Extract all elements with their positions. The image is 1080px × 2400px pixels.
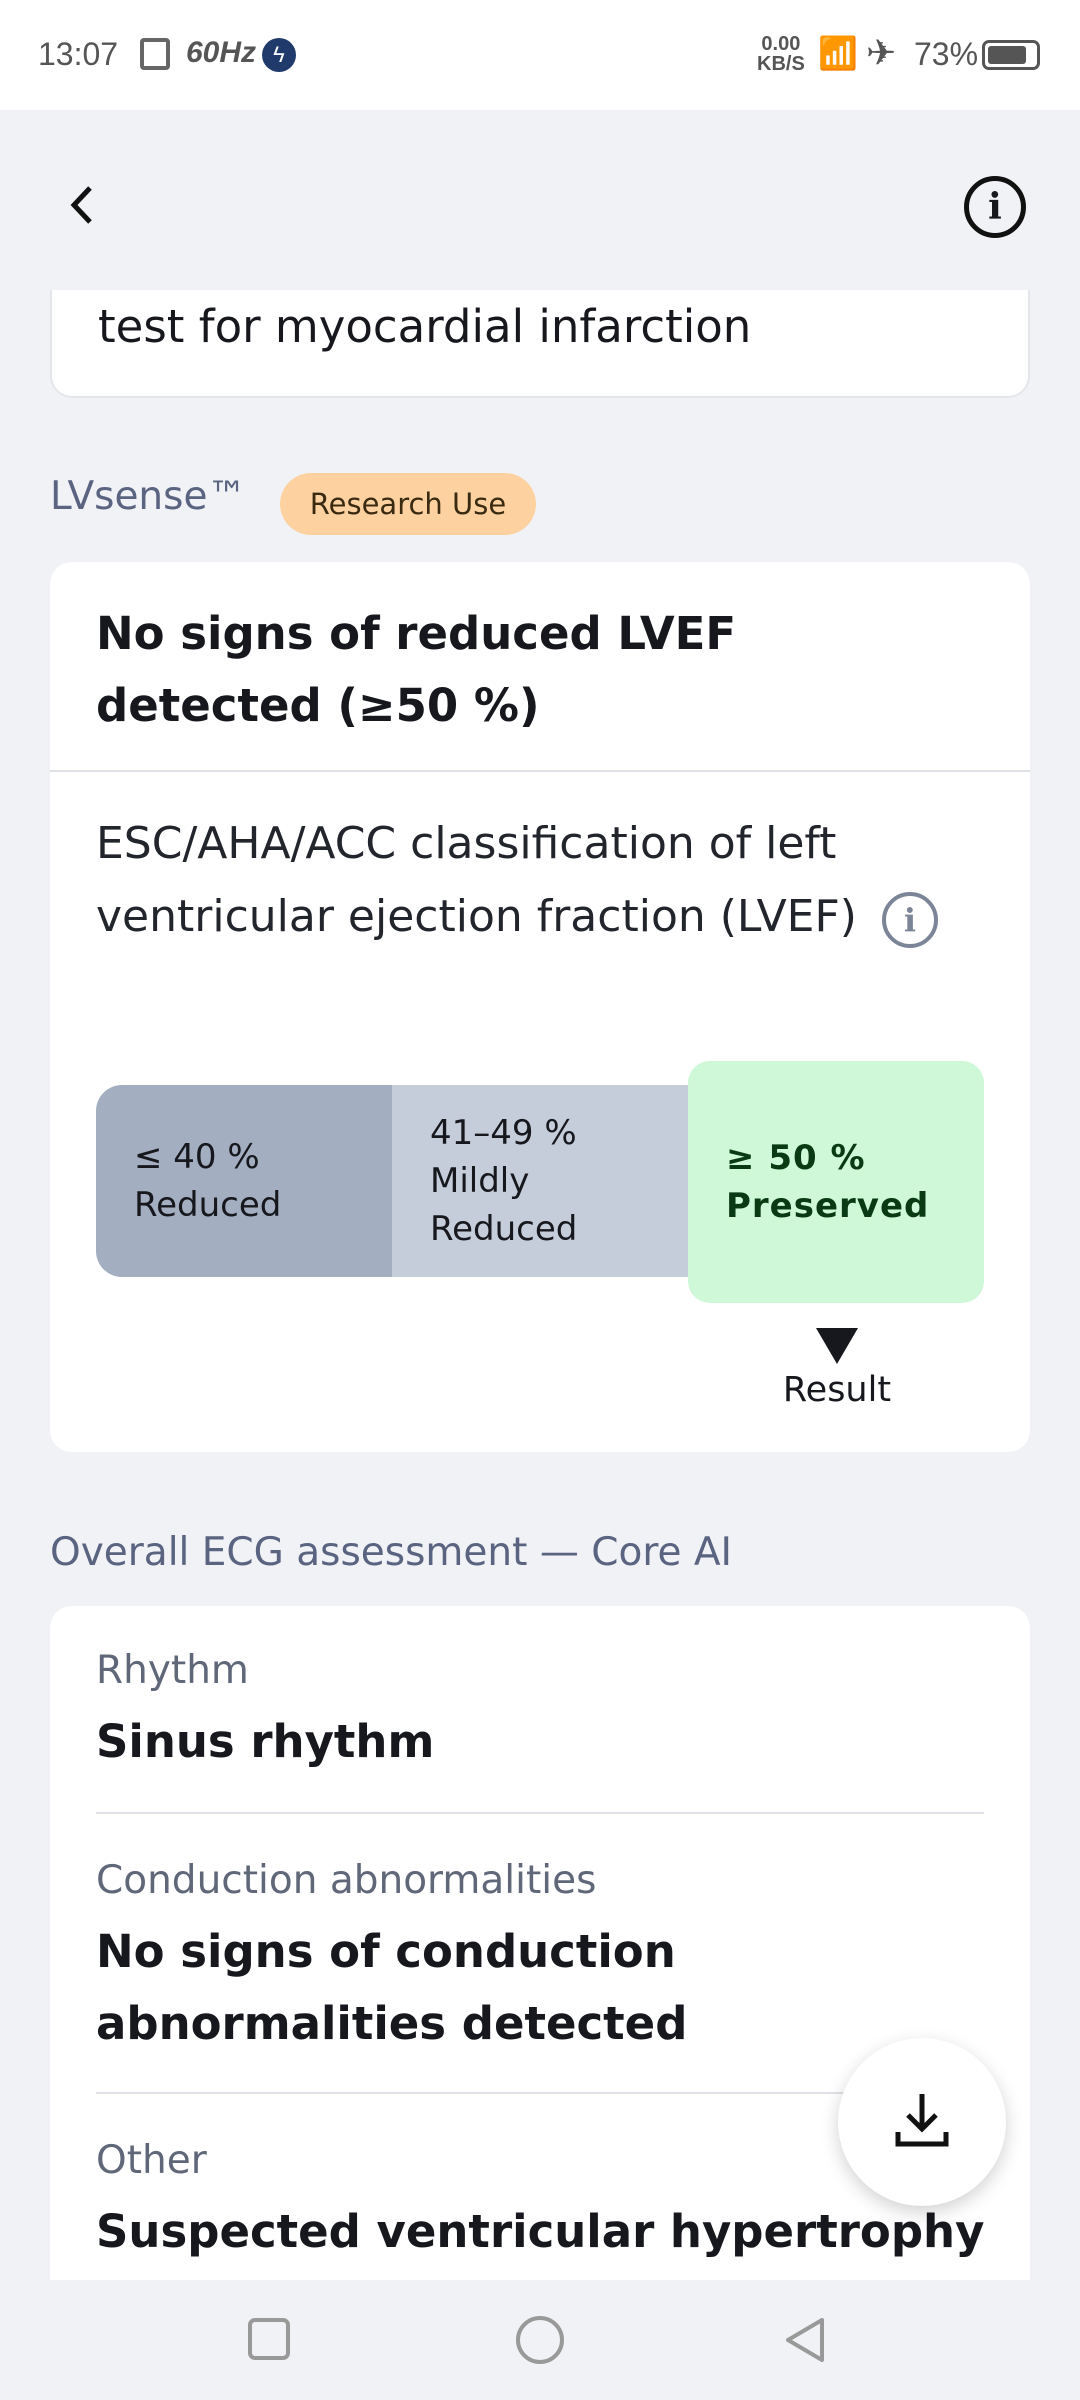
segment-range: 41–49 %	[430, 1113, 577, 1153]
segment-range: ≥ 50 %	[726, 1138, 866, 1178]
lvef-result: No signs of reduced LVEF detected (≥50 %…	[96, 607, 737, 732]
classification-info-icon[interactable]: i	[882, 892, 938, 948]
conduction-label: Conduction abnormalities	[96, 1858, 597, 1903]
recents-button[interactable]	[248, 2318, 290, 2360]
back-button[interactable]	[62, 180, 108, 236]
other-value: Suspected ventricular hypertrophy	[96, 2205, 985, 2258]
segment-label: Reduced	[134, 1185, 282, 1225]
battery-icon	[982, 40, 1040, 70]
segment-preserved: ≥ 50 % Preserved	[688, 1061, 984, 1303]
lvsense-card: No signs of reduced LVEF detected (≥50 %…	[50, 562, 1030, 1452]
classification-text: ESC/AHA/ACC classification of left ventr…	[96, 818, 857, 942]
net-speed-value: 0.00	[761, 33, 801, 55]
download-button[interactable]	[838, 2038, 1006, 2206]
back-nav-button[interactable]	[780, 2314, 830, 2366]
previous-card-text: test for myocardial infarction	[98, 300, 752, 353]
vibrate-icon	[140, 38, 170, 70]
network-speed: 0.00 KB/S	[757, 34, 805, 74]
divider	[50, 770, 1030, 772]
net-speed-unit: KB/S	[757, 53, 805, 75]
segment-label: Preserved	[726, 1186, 930, 1226]
overall-card: Rhythm Sinus rhythm Conduction abnormali…	[50, 1606, 1030, 2306]
home-button[interactable]	[516, 2316, 564, 2364]
other-label: Other	[96, 2138, 207, 2183]
segment-range: ≤ 40 %	[134, 1137, 260, 1177]
segment-label: Mildly Reduced	[430, 1161, 578, 1249]
overall-title: Overall ECG assessment — Core AI	[50, 1530, 733, 1575]
lvsense-title: LVsense™	[50, 474, 247, 519]
divider	[96, 2092, 984, 2094]
research-use-badge: Research Use	[280, 473, 536, 535]
segment-mildly-reduced: 41–49 % Mildly Reduced	[392, 1085, 688, 1277]
status-bar: 13:07 60Hz ϟ 0.00 KB/S 📶 ✈ 73%	[0, 0, 1080, 110]
nav-bar	[0, 2280, 1080, 2400]
rhythm-label: Rhythm	[96, 1648, 249, 1693]
battery-percent: 73%	[914, 36, 979, 72]
airplane-icon: ✈	[866, 32, 897, 73]
clock: 13:07	[38, 36, 119, 72]
conduction-value: No signs of conduction abnormalities det…	[96, 1925, 688, 2050]
result-marker-icon	[816, 1328, 858, 1364]
app-notification-icon: ϟ	[262, 38, 296, 72]
previous-card: test for myocardial infarction	[50, 290, 1030, 398]
result-marker-label: Result	[782, 1370, 892, 1410]
info-button[interactable]: i	[964, 176, 1026, 238]
download-icon	[895, 2094, 949, 2147]
segment-reduced: ≤ 40 % Reduced	[96, 1085, 392, 1277]
wifi-icon: 📶	[818, 35, 858, 71]
divider	[96, 1812, 984, 1814]
refresh-rate: 60Hz	[186, 36, 257, 69]
rhythm-value: Sinus rhythm	[96, 1715, 435, 1768]
